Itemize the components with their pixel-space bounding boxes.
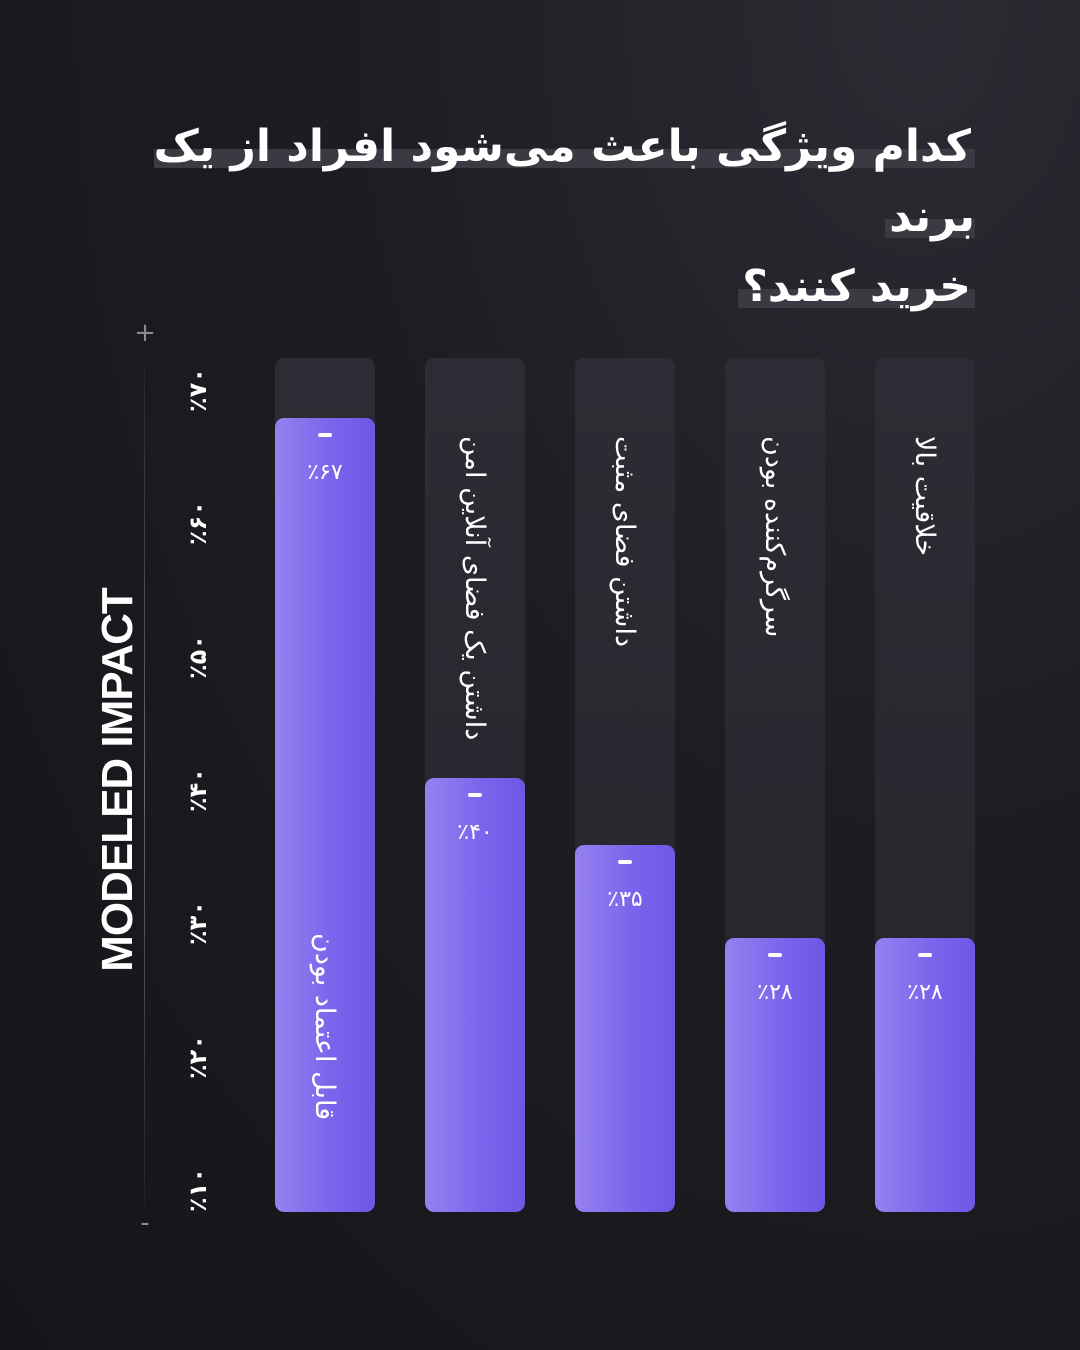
bar: ٪۲۸ (875, 938, 975, 1212)
bar: ٪۳۵ (575, 844, 675, 1212)
y-tick-label: ٪۷۰ (184, 368, 212, 412)
y-tick-label: ٪۳۰ (184, 901, 212, 946)
bar-track: ٪۲۸ سرگرم‌کننده بودن (725, 358, 825, 1212)
y-tick-label: ٪۴۰ (184, 768, 212, 812)
bar-value-label: ٪۴۰ (457, 820, 493, 845)
axis-minus-icon: - (140, 1208, 150, 1238)
y-tick-label: ٪۱۰ (184, 1168, 212, 1212)
bar-value-label: ٪۲۸ (907, 980, 943, 1005)
bar: ٪۲۸ (725, 938, 825, 1212)
bar-category-text: داشتن یک فضای آنلاین امن (459, 436, 490, 741)
bar-handle-icon (768, 953, 782, 957)
bar-track: ٪۲۸ خلاقیت بالا (875, 358, 975, 1212)
y-tick-label: ٪۶۰ (184, 501, 212, 546)
y-tick-label: ٪۵۰ (184, 634, 212, 679)
y-tick-label: ٪۲۰ (184, 1034, 212, 1079)
bar-category-text: خلاقیت بالا (909, 436, 940, 557)
bar-category-text: سرگرم‌کننده بودن (759, 436, 790, 638)
bar-value-label: ٪۶۷ (307, 460, 343, 485)
bar-handle-icon (318, 433, 332, 437)
bar-value-label: ٪۲۸ (757, 980, 793, 1005)
bar-handle-icon (468, 793, 482, 797)
bar: ٪۶۷ (275, 418, 375, 1212)
chart-title-line2: خرید کنند؟ (738, 261, 975, 312)
chart-title: کدام ویژگی باعث می‌شود افراد از یک برند … (75, 112, 975, 322)
bar-category-text: داشتن فضای مثبت (609, 436, 640, 647)
chart-title-line1: کدام ویژگی باعث می‌شود افراد از یک برند (153, 121, 975, 242)
bar-track: ٪۴۰ داشتن یک فضای آنلاین امن (425, 358, 525, 1212)
bar-category-text: قابل اعتماد بودن (309, 933, 340, 1121)
y-axis-label: MODELED IMPACT (93, 588, 142, 972)
bar: ٪۴۰ (425, 778, 525, 1212)
bar-handle-icon (918, 953, 932, 957)
bar-track: ٪۳۵ داشتن فضای مثبت (575, 358, 675, 1212)
bar-track: ٪۶۷ قابل اعتماد بودن (275, 358, 375, 1212)
bar-value-label: ٪۳۵ (607, 886, 643, 912)
axis-plus-icon: + (134, 318, 156, 348)
bar-handle-icon (618, 859, 632, 864)
y-axis-line (144, 365, 145, 1205)
